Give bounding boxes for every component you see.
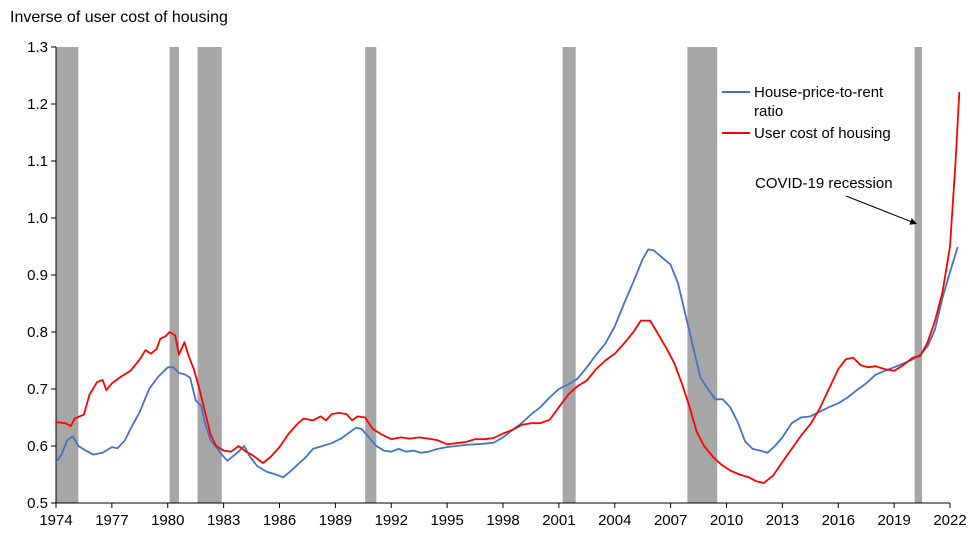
x-tick-label: 2013 xyxy=(766,512,799,529)
recession-band-1 xyxy=(169,47,179,503)
x-tick-label: 1983 xyxy=(207,512,240,529)
chart-title: Inverse of user cost of housing xyxy=(10,9,228,26)
y-tick-label: 0.9 xyxy=(27,267,48,284)
y-tick-label: 1.1 xyxy=(27,153,48,170)
legend: House-price-to-rent ratio User cost of hou… xyxy=(722,84,891,142)
recession-band-6 xyxy=(914,47,923,503)
axes: 0.5 0.6 0.7 0.8 0.9 1.0 1.1 1.2 1.3 1974 1977 1980 1… xyxy=(27,39,967,529)
x-tick-label: 1986 xyxy=(263,512,296,529)
y-tick-label: 0.7 xyxy=(27,381,48,398)
y-tick-label: 1.2 xyxy=(27,96,48,113)
x-tick-label: 1977 xyxy=(95,512,128,529)
legend-label-house-price-to-rent: House-price-to-rent ratio xyxy=(754,84,884,120)
x-tick-label: 1980 xyxy=(151,512,184,529)
x-tick-label: 2022 xyxy=(933,512,966,529)
y-tick-label: 0.8 xyxy=(27,324,48,341)
legend-label-user-cost: User cost of housing xyxy=(754,125,891,142)
y-tick-label: 0.5 xyxy=(27,495,48,512)
recession-band-0 xyxy=(56,47,79,503)
x-tick-label: 1995 xyxy=(430,512,463,529)
series-lines xyxy=(55,91,961,484)
x-tick-label: 2001 xyxy=(542,512,575,529)
y-tick-label: 1.0 xyxy=(27,210,48,227)
series-line-house-price-to-rent xyxy=(55,246,959,479)
annotation: COVID-19 recession xyxy=(755,175,917,225)
annotation-arrow xyxy=(845,195,917,225)
series-line-user-cost xyxy=(55,91,961,484)
y-tick-label: 0.6 xyxy=(27,438,48,455)
x-tick-label: 1989 xyxy=(319,512,352,529)
y-tick-label: 1.3 xyxy=(27,39,48,56)
x-tick-label: 2019 xyxy=(877,512,910,529)
x-tick-label: 2007 xyxy=(654,512,687,529)
x-tick-label: 1974 xyxy=(39,512,72,529)
recession-band-5 xyxy=(687,47,718,503)
recession-bands xyxy=(56,47,923,503)
recession-band-3 xyxy=(365,47,377,503)
x-tick-label: 1998 xyxy=(486,512,519,529)
annotation-label: COVID-19 recession xyxy=(755,175,893,192)
x-tick-label: 1992 xyxy=(375,512,408,529)
x-tick-label: 2010 xyxy=(710,512,743,529)
recession-band-4 xyxy=(562,47,576,503)
x-tick-label: 2016 xyxy=(822,512,855,529)
x-tick-label: 2004 xyxy=(598,512,631,529)
